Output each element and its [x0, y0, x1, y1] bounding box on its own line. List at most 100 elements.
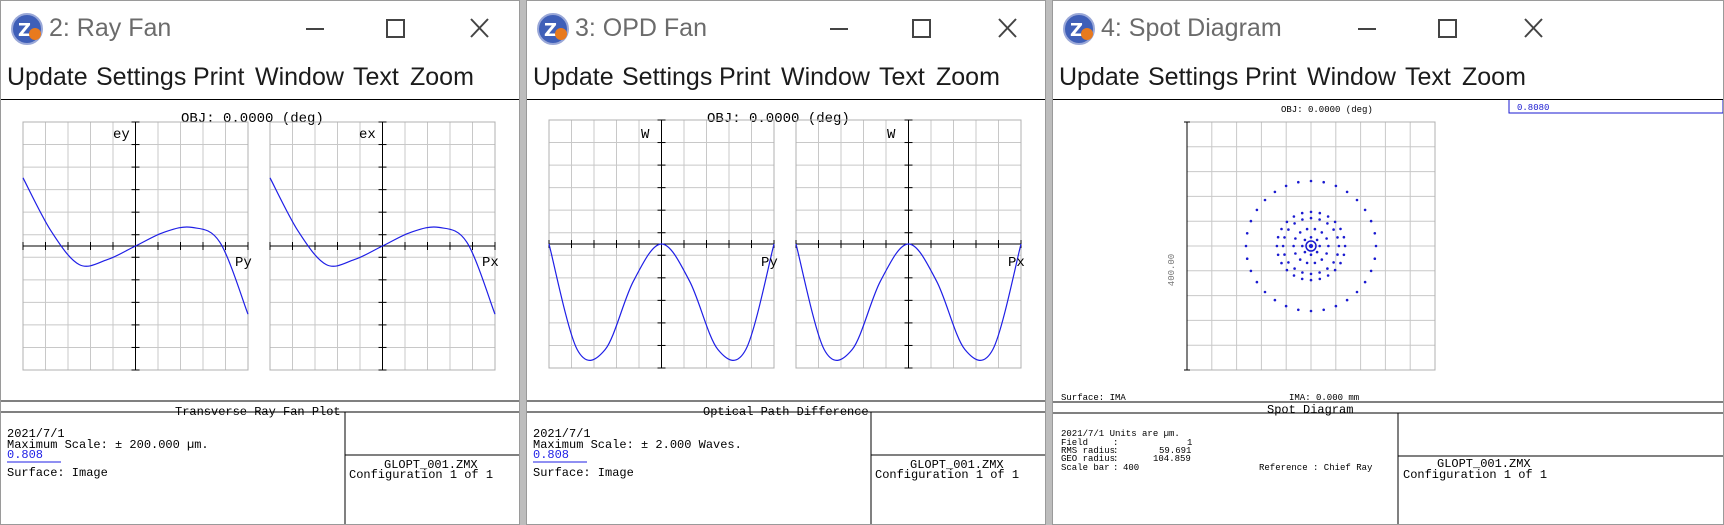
- menu-update[interactable]: Update: [1059, 63, 1140, 91]
- menu-print[interactable]: Print: [193, 63, 245, 91]
- menu-window[interactable]: Window: [781, 63, 870, 91]
- spot-point: [1300, 211, 1304, 215]
- spot-point: [1374, 244, 1378, 248]
- spot-point: [1309, 272, 1313, 276]
- maximize-icon[interactable]: [903, 13, 939, 45]
- legend-box: [1508, 100, 1723, 114]
- spot-point: [1298, 231, 1302, 234]
- spot-point: [1313, 261, 1317, 265]
- wavelength-text: 0.808: [533, 448, 569, 462]
- spot-point: [1334, 184, 1338, 188]
- spot-point: [1369, 219, 1373, 223]
- spot-point: [1245, 232, 1249, 235]
- menu-bar: Update Settings Print Window Text Zoom: [1, 59, 519, 99]
- spot-point: [1333, 220, 1337, 224]
- menu-text[interactable]: Text: [1405, 63, 1451, 91]
- spot-point: [1303, 238, 1307, 242]
- close-icon[interactable]: [461, 13, 497, 45]
- spot-point: [1332, 228, 1335, 231]
- x-axis-label-right: Px: [1008, 255, 1025, 271]
- rms-radius-label: RMS radius: [1061, 446, 1115, 456]
- menu-zoom[interactable]: Zoom: [410, 63, 474, 91]
- legend-wavelength: 0.8080: [1517, 103, 1549, 113]
- svg-text:Z: Z: [544, 20, 557, 41]
- spot-point: [1309, 210, 1313, 214]
- surface-text: Surface: Image: [533, 466, 634, 480]
- spot-point: [1309, 236, 1313, 239]
- spot-point: [1273, 298, 1277, 302]
- menu-zoom[interactable]: Zoom: [936, 63, 1000, 91]
- spot-point: [1293, 267, 1296, 270]
- spot-point: [1325, 237, 1328, 240]
- x-axis-label-right: Px: [482, 255, 499, 271]
- svg-text:Z: Z: [1070, 20, 1083, 41]
- menu-settings[interactable]: Settings: [96, 63, 187, 91]
- menu-settings[interactable]: Settings: [622, 63, 713, 91]
- opd-fan-plot: OBJ: 0.0000 (deg) W Py W Px Optical Path…: [527, 111, 1045, 524]
- spot-point: [1297, 308, 1300, 312]
- spot-point: [1309, 216, 1313, 220]
- spot-point: [1309, 253, 1313, 256]
- spot-point: [1263, 198, 1267, 202]
- config-text: Configuration 1 of 1: [349, 468, 493, 482]
- spot-point: [1300, 277, 1304, 281]
- spot-point: [1369, 269, 1373, 273]
- opd-fan-window[interactable]: Z 3: OPD Fan Update Settings Print Windo…: [526, 0, 1046, 525]
- spot-point: [1292, 215, 1296, 218]
- spot-point: [1327, 244, 1330, 248]
- data-curve: [795, 243, 1022, 361]
- svg-text::: :: [1113, 454, 1118, 464]
- menu-update[interactable]: Update: [533, 63, 614, 91]
- spot-point: [1315, 238, 1319, 242]
- geo-radius-value: 104.859: [1153, 454, 1191, 464]
- ray-fan-plot: OBJ: 0.0000 (deg) ey Py ex Px Transverse…: [1, 111, 519, 524]
- y-axis-label-right: W: [887, 127, 896, 143]
- spot-point: [1326, 274, 1330, 277]
- plot-pane: OBJ: 0.0000 (deg) W Py W Px Optical Path…: [527, 99, 1045, 524]
- close-icon[interactable]: [989, 13, 1025, 45]
- menu-window[interactable]: Window: [255, 63, 344, 91]
- surface-text: Surface: Image: [7, 466, 108, 480]
- menu-print[interactable]: Print: [719, 63, 771, 91]
- y-axis-label-left: W: [641, 127, 650, 143]
- file-name-text: GLOPT_001.ZMX: [1437, 457, 1531, 471]
- minimize-icon[interactable]: [1349, 13, 1385, 45]
- spot-point: [1363, 208, 1367, 212]
- maximize-icon[interactable]: [1429, 13, 1465, 45]
- max-scale-text: Maximum Scale: ± 2.000 Waves.: [533, 438, 742, 452]
- menu-print[interactable]: Print: [1245, 63, 1297, 91]
- spot-point: [1287, 228, 1290, 231]
- menu-settings[interactable]: Settings: [1148, 63, 1239, 91]
- minimize-icon[interactable]: [297, 13, 333, 45]
- menu-window[interactable]: Window: [1307, 63, 1396, 91]
- title-bar[interactable]: Z 3: OPD Fan: [527, 1, 1045, 57]
- spot-point: [1318, 218, 1321, 221]
- spot-point: [1326, 215, 1330, 218]
- spot-point: [1373, 257, 1377, 260]
- zemax-logo-icon: Z: [1063, 13, 1095, 45]
- ray-fan-window[interactable]: Z 2: Ray Fan Update Settings Print Windo…: [0, 0, 520, 525]
- spot-center-ring: [1305, 240, 1317, 252]
- menu-text[interactable]: Text: [353, 63, 399, 91]
- spot-point: [1284, 304, 1288, 308]
- ima-label: IMA: 0.000 mm: [1289, 393, 1359, 403]
- spot-point: [1292, 274, 1296, 277]
- close-icon[interactable]: [1515, 13, 1551, 45]
- spot-diagram-window[interactable]: Z 4: Spot Diagram Update Settings Print …: [1052, 0, 1724, 525]
- menu-text[interactable]: Text: [879, 63, 925, 91]
- spot-point: [1318, 271, 1321, 274]
- menu-update[interactable]: Update: [7, 63, 88, 91]
- spot-center-point: [1309, 244, 1313, 248]
- y-axis-label-right: ex: [359, 127, 376, 143]
- menu-zoom[interactable]: Zoom: [1462, 63, 1526, 91]
- svg-text::: :: [1113, 463, 1118, 473]
- x-axis-label-left: Py: [235, 255, 252, 271]
- title-bar[interactable]: Z 2: Ray Fan: [1, 1, 519, 57]
- surface-label: Surface: IMA: [1061, 393, 1126, 403]
- minimize-icon[interactable]: [821, 13, 857, 45]
- title-bar[interactable]: Z 4: Spot Diagram: [1053, 1, 1723, 57]
- spot-point: [1293, 222, 1296, 225]
- spot-point: [1342, 235, 1346, 239]
- maximize-icon[interactable]: [377, 13, 413, 45]
- svg-text:Z: Z: [18, 20, 31, 41]
